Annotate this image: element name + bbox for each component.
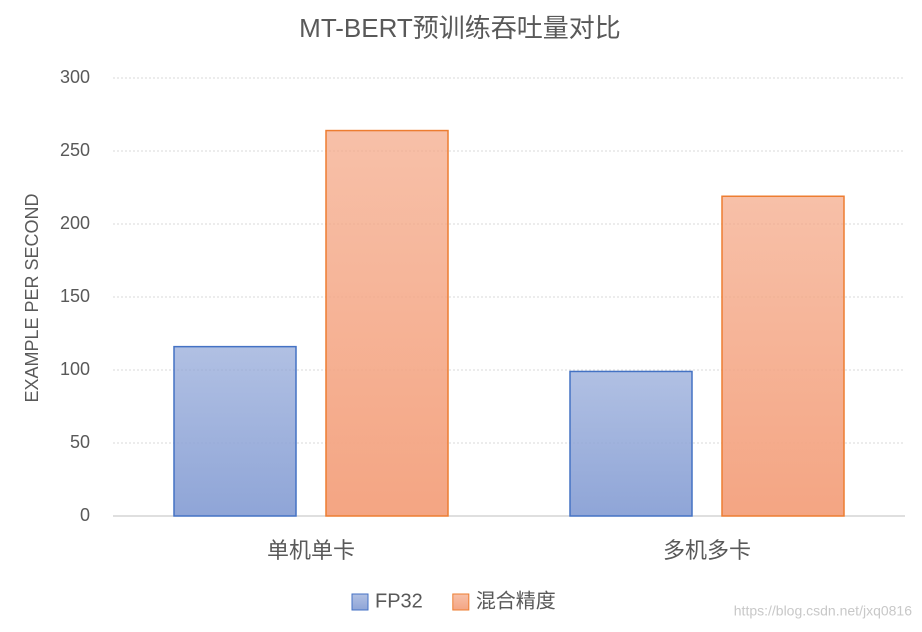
y-tick-label: 300	[60, 67, 90, 87]
bar	[569, 370, 693, 517]
bar	[325, 129, 449, 517]
y-tick-label: 200	[60, 213, 90, 233]
legend-swatch	[351, 593, 369, 611]
y-tick-label: 0	[80, 505, 90, 525]
legend-label: 混合精度	[476, 589, 556, 612]
x-tick-label: 多机多卡	[663, 538, 751, 563]
x-tick-label: 单机单卡	[267, 538, 355, 563]
y-tick-label: 150	[60, 286, 90, 306]
y-tick-label: 250	[60, 140, 90, 160]
chart-title: MT-BERT预训练吞吐量对比	[299, 13, 621, 43]
bar	[721, 195, 845, 517]
watermark: https://blog.csdn.net/jxq0816	[734, 603, 912, 619]
y-tick-label: 100	[60, 359, 90, 379]
bar	[173, 345, 297, 517]
legend-swatch	[452, 593, 470, 611]
y-axis-label: EXAMPLE PER SECOND	[22, 193, 42, 402]
y-tick-label: 50	[70, 432, 90, 452]
legend-label: FP32	[375, 590, 423, 612]
